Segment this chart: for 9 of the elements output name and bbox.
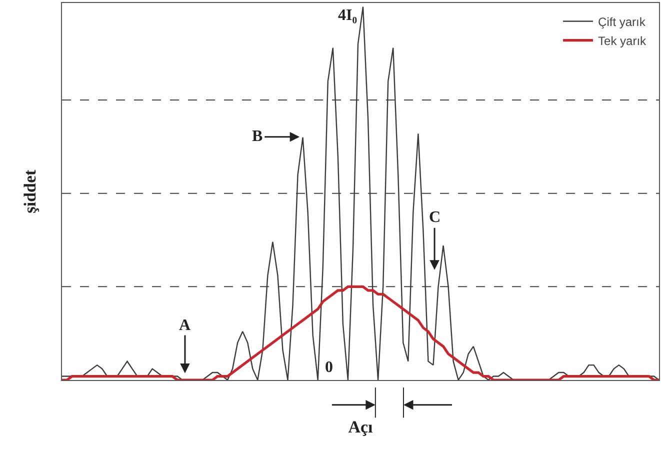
y-axis-title: şiddet	[20, 169, 40, 214]
legend-label: Tek yarık	[598, 34, 648, 48]
x-axis-title: Açı	[348, 417, 374, 436]
annotation: 0	[325, 359, 333, 376]
annotation: C	[429, 209, 441, 226]
legend-label: Çift yarık	[598, 14, 646, 29]
annotation: 4I₀	[338, 7, 358, 24]
annotation: A	[179, 317, 191, 334]
annotation: B	[252, 128, 263, 145]
